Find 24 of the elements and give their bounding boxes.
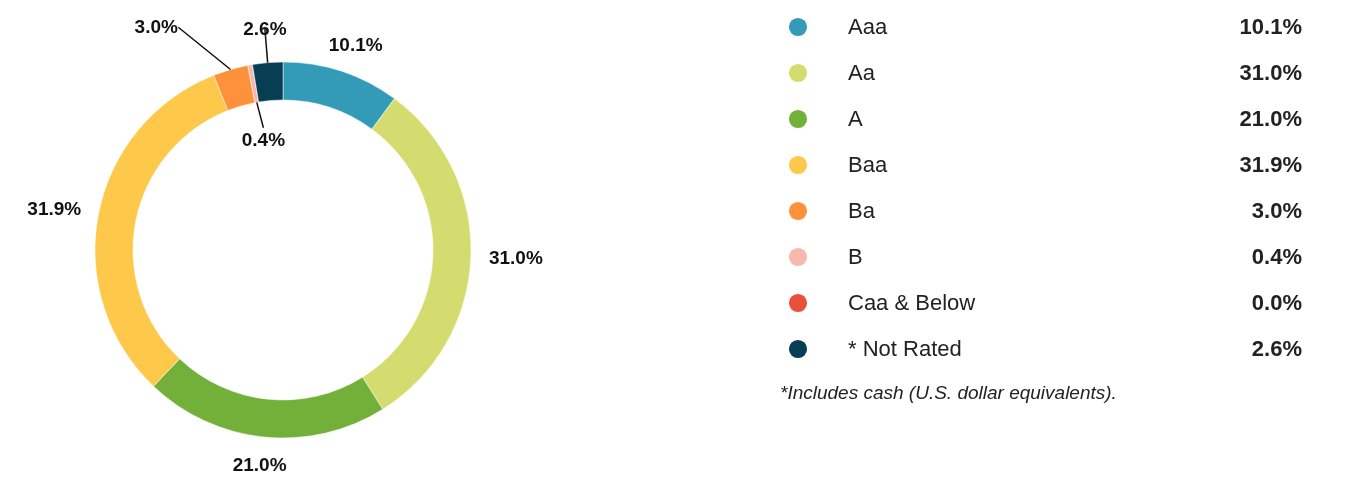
legend-label: * Not Rated bbox=[848, 336, 962, 361]
text: 2.6% bbox=[1251, 336, 1302, 361]
text: 10.1% bbox=[1239, 14, 1302, 39]
text: 31.0% bbox=[1239, 60, 1302, 85]
text: 0.0% bbox=[1251, 290, 1302, 315]
data-label: 10.1% bbox=[328, 33, 383, 55]
data-label: 2.6% bbox=[243, 17, 287, 39]
text: 31.9% bbox=[1239, 152, 1302, 177]
legend-label: Aaa bbox=[848, 14, 888, 39]
text: *Includes cash (U.S. dollar equivalents). bbox=[780, 382, 1117, 403]
data-label: 31.0% bbox=[488, 247, 543, 269]
data-label: 3.0% bbox=[134, 16, 179, 38]
data-label: 21.0% bbox=[232, 453, 287, 475]
legend-label: Caa & Below bbox=[848, 290, 976, 315]
text: 0.4% bbox=[1251, 244, 1302, 269]
data-label: 31.9% bbox=[27, 197, 82, 219]
legend-label: B bbox=[848, 244, 863, 269]
legend-label: Aa bbox=[848, 60, 876, 85]
legend-label: Ba bbox=[848, 198, 876, 223]
text: 21.0% bbox=[1239, 106, 1302, 131]
data-label: 0.4% bbox=[241, 128, 286, 150]
text: 3.0% bbox=[1251, 198, 1302, 223]
legend-label: Baa bbox=[848, 152, 888, 177]
legend-label: A bbox=[848, 106, 863, 131]
